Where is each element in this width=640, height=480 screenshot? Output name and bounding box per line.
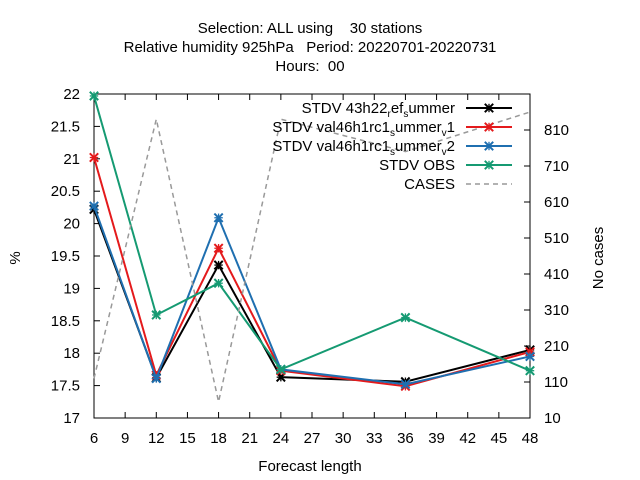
y2-tick-label: 610 bbox=[544, 194, 569, 211]
x-axis-label: Forecast length bbox=[258, 458, 361, 475]
data-point bbox=[525, 351, 535, 362]
title-line-1: Selection: ALL using 30 stations bbox=[198, 20, 423, 37]
x-tick-label: 48 bbox=[522, 430, 539, 447]
legend-marker bbox=[484, 103, 494, 113]
data-point bbox=[89, 201, 99, 212]
y-tick-label: 21 bbox=[63, 151, 80, 168]
x-tick-label: 24 bbox=[273, 430, 290, 447]
x-tick-label: 21 bbox=[241, 430, 258, 447]
series bbox=[89, 91, 535, 402]
y-tick-label: 19.5 bbox=[51, 248, 80, 265]
data-point bbox=[213, 278, 224, 289]
series-2 bbox=[89, 201, 535, 390]
legend-marker bbox=[484, 122, 494, 132]
data-point bbox=[275, 364, 286, 375]
y2-tick-label: 310 bbox=[544, 302, 569, 319]
x-tick-label: 12 bbox=[148, 430, 165, 447]
y-tick-label: 17 bbox=[63, 410, 80, 427]
data-point bbox=[151, 310, 162, 320]
x-tick-label: 30 bbox=[335, 430, 352, 447]
data-point bbox=[151, 373, 162, 384]
y-axis-label: % bbox=[7, 251, 24, 264]
y-tick-label: 17.5 bbox=[51, 378, 80, 395]
x-tick-label: 36 bbox=[397, 430, 414, 447]
x-tick-label: 15 bbox=[179, 430, 196, 447]
data-point bbox=[213, 212, 224, 223]
series-0 bbox=[89, 204, 535, 387]
axes: 6 9 12 15 18 21 24 27 30 33 36 39 42 45 48 17 17.5 18 18.5… bbox=[51, 86, 569, 447]
legend-item-2: STDV val46h1rc1summerv2 bbox=[272, 138, 512, 158]
title-line-3: Hours: 00 bbox=[275, 58, 344, 75]
data-point bbox=[213, 243, 224, 254]
series-line bbox=[93, 205, 531, 386]
y-tick-label: 20 bbox=[63, 216, 80, 233]
legend-item-0: STDV 43h22refsummer bbox=[302, 100, 512, 120]
series-line bbox=[93, 111, 531, 402]
y-tick-label: 19 bbox=[63, 280, 80, 297]
chart-title: Selection: ALL using 30 stations Relativ… bbox=[124, 20, 497, 75]
y2-tick-label: 110 bbox=[544, 374, 568, 391]
data-point bbox=[400, 379, 411, 390]
legend-item-3: STDV OBS bbox=[379, 157, 512, 174]
y2-tick-label: 210 bbox=[544, 338, 569, 355]
series-line bbox=[93, 95, 531, 372]
data-point bbox=[400, 312, 411, 323]
series-1 bbox=[89, 152, 535, 392]
legend-label: STDV val46h1rc1summerv1 bbox=[272, 119, 455, 139]
y-tick-label: 21.5 bbox=[51, 118, 80, 135]
x-tick-label: 9 bbox=[121, 430, 129, 447]
legend-item-1: STDV val46h1rc1summerv1 bbox=[272, 119, 512, 139]
legend-label: STDV OBS bbox=[379, 157, 455, 174]
legend-marker bbox=[484, 141, 494, 151]
data-point bbox=[89, 152, 99, 163]
series-line bbox=[93, 157, 531, 388]
legend-label: CASES bbox=[404, 176, 455, 193]
y2-tick-label: 710 bbox=[544, 158, 569, 175]
x-tick-label: 18 bbox=[210, 430, 227, 447]
y2-tick-label: 410 bbox=[544, 266, 569, 283]
y2-axis-label: No cases bbox=[590, 227, 607, 290]
data-point bbox=[213, 260, 224, 270]
legend-label: STDV 43h22refsummer bbox=[302, 100, 455, 120]
data-point bbox=[525, 365, 535, 376]
legend-marker bbox=[484, 160, 494, 170]
y2-tick-label: 810 bbox=[544, 122, 569, 139]
y-tick-label: 18.5 bbox=[51, 313, 80, 330]
title-line-2: Relative humidity 925hPa Period: 2022070… bbox=[124, 39, 497, 56]
x-tick-label: 42 bbox=[459, 430, 476, 447]
x-tick-label: 45 bbox=[491, 430, 508, 447]
series-3 bbox=[89, 91, 535, 376]
x-tick-label: 6 bbox=[90, 430, 98, 447]
y-tick-label: 22 bbox=[63, 86, 80, 103]
y-tick-label: 20.5 bbox=[51, 183, 80, 200]
y-tick-label: 18 bbox=[63, 345, 80, 362]
x-tick-label: 27 bbox=[304, 430, 321, 447]
x-tick-label: 33 bbox=[366, 430, 383, 447]
legend-item-4: CASES bbox=[404, 176, 512, 193]
legend-label: STDV val46h1rc1summerv2 bbox=[272, 138, 455, 158]
x-tick-label: 39 bbox=[428, 430, 445, 447]
y2-tick-label: 510 bbox=[544, 230, 569, 247]
series-4 bbox=[93, 111, 531, 402]
y2-tick-label: 10 bbox=[544, 410, 561, 427]
data-point bbox=[89, 91, 99, 101]
